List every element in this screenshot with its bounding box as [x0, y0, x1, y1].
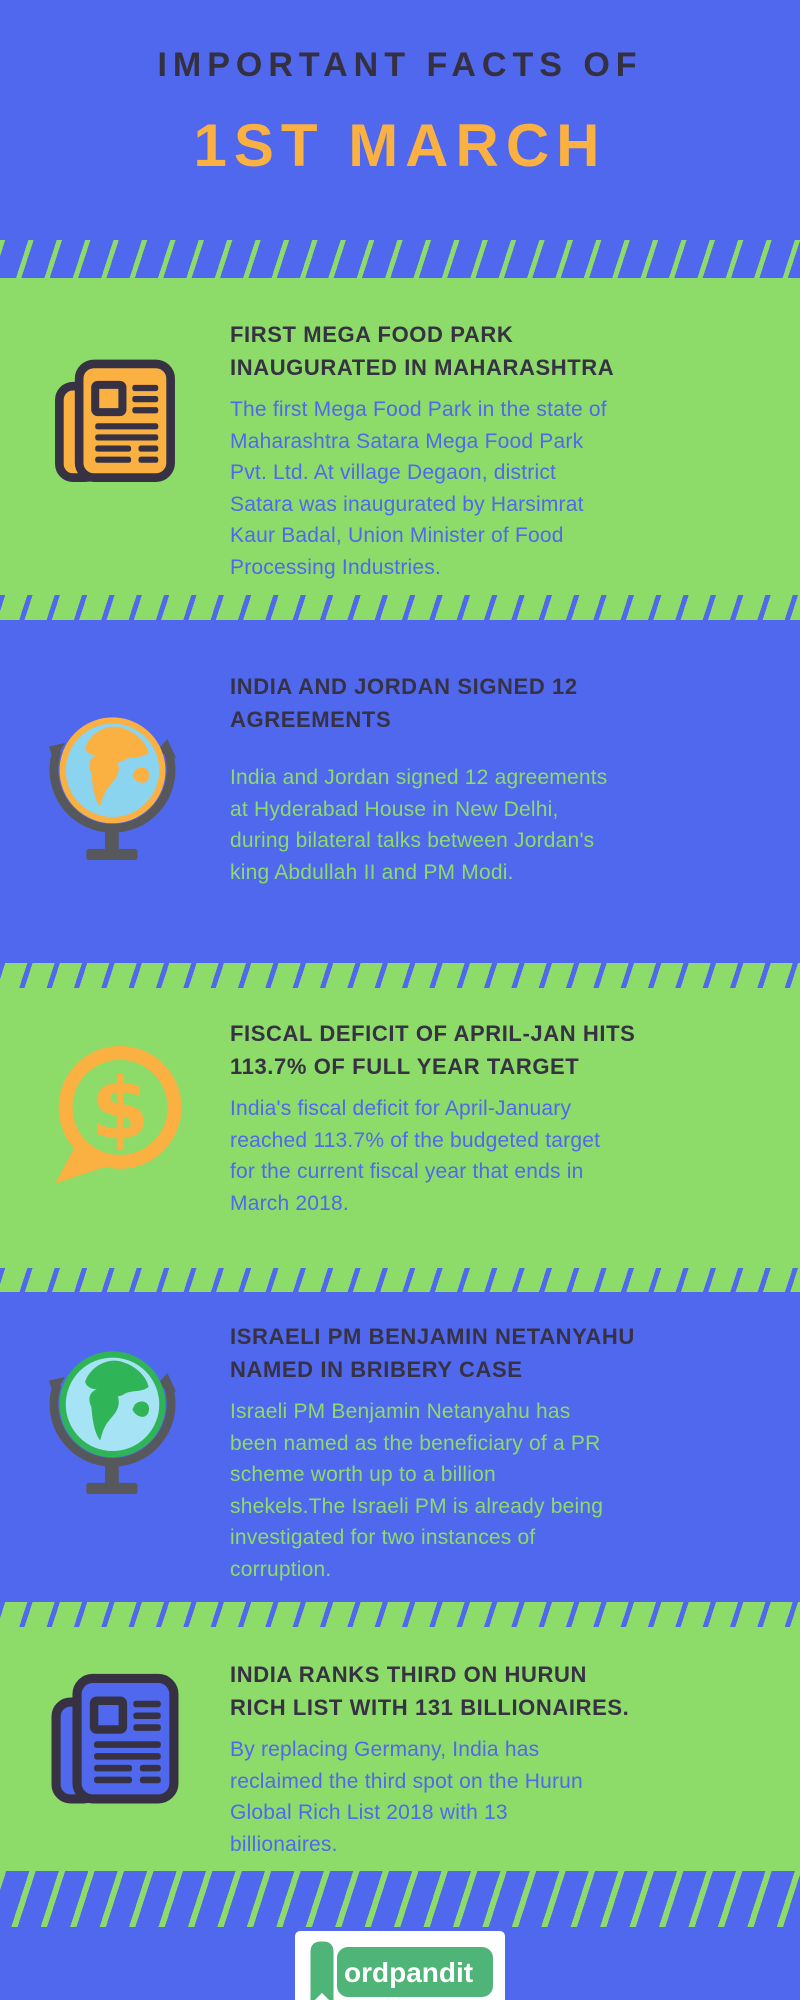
wordpandit-logo-graphic: ordpandit: [307, 1938, 493, 2000]
text-column: INDIA RANKS THIRD ON HURUN RICH LIST WITH…: [230, 1658, 800, 1871]
section-body: The first Mega Food Park in the state of…: [230, 398, 607, 579]
divider-stripes: [0, 963, 800, 988]
section-body: Israeli PM Benjamin Netanyahu has been na…: [230, 1400, 604, 1581]
icon-column: [0, 670, 230, 963]
icon-column: [0, 318, 230, 595]
text-column: FISCAL DEFICIT OF APRIL-JAN HITS 113.7% O…: [230, 1017, 800, 1268]
section-heading: FIRST MEGA FOOD PARK INAUGURATED IN MAHAR…: [230, 322, 615, 380]
divider-stripes: [0, 240, 800, 278]
section-fiscal-deficit: $ FISCAL DEFICIT OF APRIL-JAN HITS 113.7%…: [0, 988, 800, 1268]
text-column: INDIA AND JORDAN SIGNED 12 AGREEMENTS Ind…: [230, 670, 800, 963]
section-body: India's fiscal deficit for April-January…: [230, 1097, 601, 1215]
section-food-park: FIRST MEGA FOOD PARK INAUGURATED IN MAHAR…: [0, 278, 800, 595]
section-heading: INDIA RANKS THIRD ON HURUN RICH LIST WITH…: [230, 1662, 630, 1720]
icon-column: [0, 1320, 230, 1602]
newspaper-icon: [51, 1673, 179, 1804]
divider-stripes: [0, 1871, 800, 1927]
divider-stripes: [0, 1602, 800, 1627]
icon-column: $: [0, 1017, 230, 1268]
section-netanyahu: ISRAELI PM BENJAMIN NETANYAHU NAMED IN BR…: [0, 1292, 800, 1602]
section-heading: ISRAELI PM BENJAMIN NETANYAHU NAMED IN BR…: [230, 1324, 635, 1382]
wordpandit-logo-text: ordpandit: [344, 1957, 473, 1988]
dollar-glyph: $: [91, 1060, 149, 1158]
newspaper-icon: [55, 359, 175, 482]
section-heading: INDIA AND JORDAN SIGNED 12 AGREEMENTS: [230, 674, 578, 732]
section-hurun-rich-list: INDIA RANKS THIRD ON HURUN RICH LIST WITH…: [0, 1627, 800, 1871]
header-title: 1ST MARCH: [193, 112, 607, 179]
icon-column: [0, 1658, 230, 1871]
text-column: FIRST MEGA FOOD PARK INAUGURATED IN MAHAR…: [230, 318, 800, 595]
text-column: ISRAELI PM BENJAMIN NETANYAHU NAMED IN BR…: [230, 1320, 800, 1602]
section-heading: FISCAL DEFICIT OF APRIL-JAN HITS 113.7% O…: [230, 1021, 636, 1079]
wordpandit-logo: ordpandit: [295, 1931, 505, 2000]
globe-icon: [48, 717, 177, 861]
footer: ordpandit: [0, 1931, 800, 2000]
header: IMPORTANT FACTS OF 1ST MARCH: [0, 0, 800, 240]
section-body: By replacing Germany, India has reclaimed…: [230, 1738, 583, 1856]
divider-stripes: [0, 595, 800, 620]
section-body: India and Jordan signed 12 agreements at …: [230, 766, 608, 884]
dollar-speech-bubble-icon: $: [55, 1045, 182, 1184]
header-kicker: IMPORTANT FACTS OF: [157, 46, 643, 84]
globe-icon: [48, 1351, 177, 1495]
divider-stripes: [0, 1268, 800, 1292]
section-india-jordan: INDIA AND JORDAN SIGNED 12 AGREEMENTS Ind…: [0, 620, 800, 963]
wordpandit-ribbon-icon: [307, 1938, 337, 2000]
